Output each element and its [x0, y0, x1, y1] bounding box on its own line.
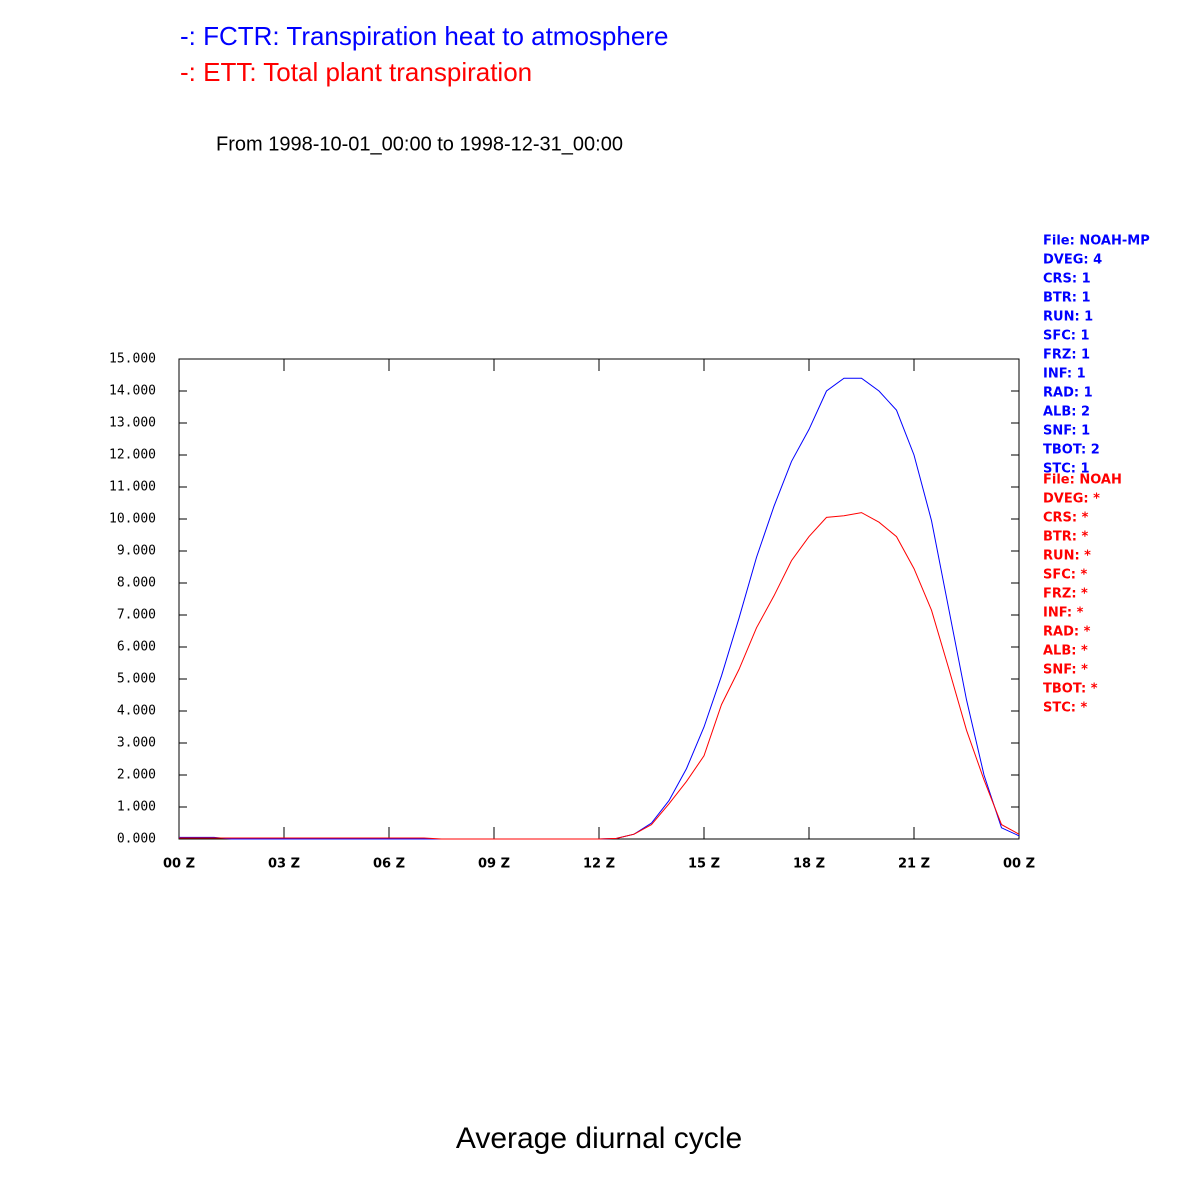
info-line: RUN: 1	[1043, 310, 1093, 325]
chart-subtitle: From 1998-10-01_00:00 to 1998-12-31_00:0…	[216, 133, 623, 155]
y-tick-label: 6.000	[117, 640, 156, 655]
info-line: CRS: 1	[1043, 272, 1091, 287]
x-tick-label: 15 Z	[688, 857, 720, 872]
x-tick-label: 09 Z	[478, 857, 510, 872]
y-tick-label: 8.000	[117, 576, 156, 591]
info-line: STC: 1	[1043, 462, 1090, 477]
info-line: INF: *	[1043, 606, 1084, 621]
info-line: DVEG: *	[1043, 492, 1100, 507]
info-line: STC: *	[1043, 701, 1087, 716]
info-line: INF: 1	[1043, 367, 1086, 382]
info-line: TBOT: *	[1043, 682, 1098, 697]
x-tick-label: 00 Z	[1003, 857, 1035, 872]
x-tick-label: 06 Z	[373, 857, 405, 872]
y-tick-label: 13.000	[109, 416, 156, 431]
info-line: RUN: *	[1043, 549, 1091, 564]
y-tick-label: 4.000	[117, 704, 156, 719]
legend-entry: -: ETT: Total plant transpiration	[180, 57, 532, 87]
x-tick-label: 21 Z	[898, 857, 930, 872]
x-tick-label: 18 Z	[793, 857, 825, 872]
info-line: BTR: 1	[1043, 291, 1091, 306]
y-tick-label: 12.000	[109, 448, 156, 463]
info-line: ALB: *	[1043, 644, 1088, 659]
x-axis-label: Average diurnal cycle	[456, 1122, 742, 1155]
y-tick-label: 3.000	[117, 736, 156, 751]
x-tick-label: 00 Z	[163, 857, 195, 872]
info-line: BTR: *	[1043, 530, 1089, 545]
info-line: RAD: 1	[1043, 386, 1093, 401]
info-line: ALB: 2	[1043, 405, 1090, 420]
y-tick-label: 14.000	[109, 384, 156, 399]
series-line	[179, 377, 1020, 840]
y-tick-label: 0.000	[117, 832, 156, 847]
series-line	[179, 512, 1020, 840]
info-line: FRZ: *	[1043, 587, 1088, 602]
plot-frame	[178, 358, 1020, 840]
info-line: File: NOAH-MP	[1043, 234, 1150, 249]
y-tick-label: 9.000	[117, 544, 156, 559]
y-tick-label: 5.000	[117, 672, 156, 687]
y-tick-label: 2.000	[117, 768, 156, 783]
x-tick-label: 12 Z	[583, 857, 615, 872]
info-line: File: NOAH	[1043, 473, 1122, 488]
info-line: SNF: *	[1043, 663, 1088, 678]
info-line: TBOT: 2	[1043, 443, 1100, 458]
info-line: CRS: *	[1043, 511, 1089, 526]
info-line: RAD: *	[1043, 625, 1091, 640]
info-line: SFC: 1	[1043, 329, 1090, 344]
info-line: DVEG: 4	[1043, 253, 1102, 268]
y-tick-label: 7.000	[117, 608, 156, 623]
legend-entry: -: FCTR: Transpiration heat to atmospher…	[180, 21, 668, 51]
y-tick-label: 1.000	[117, 800, 156, 815]
y-tick-label: 15.000	[109, 352, 156, 367]
info-line: FRZ: 1	[1043, 348, 1090, 363]
info-line: SNF: 1	[1043, 424, 1090, 439]
info-line: SFC: *	[1043, 568, 1088, 583]
y-tick-label: 11.000	[109, 480, 156, 495]
y-tick-label: 10.000	[109, 512, 156, 527]
x-tick-label: 03 Z	[268, 857, 300, 872]
